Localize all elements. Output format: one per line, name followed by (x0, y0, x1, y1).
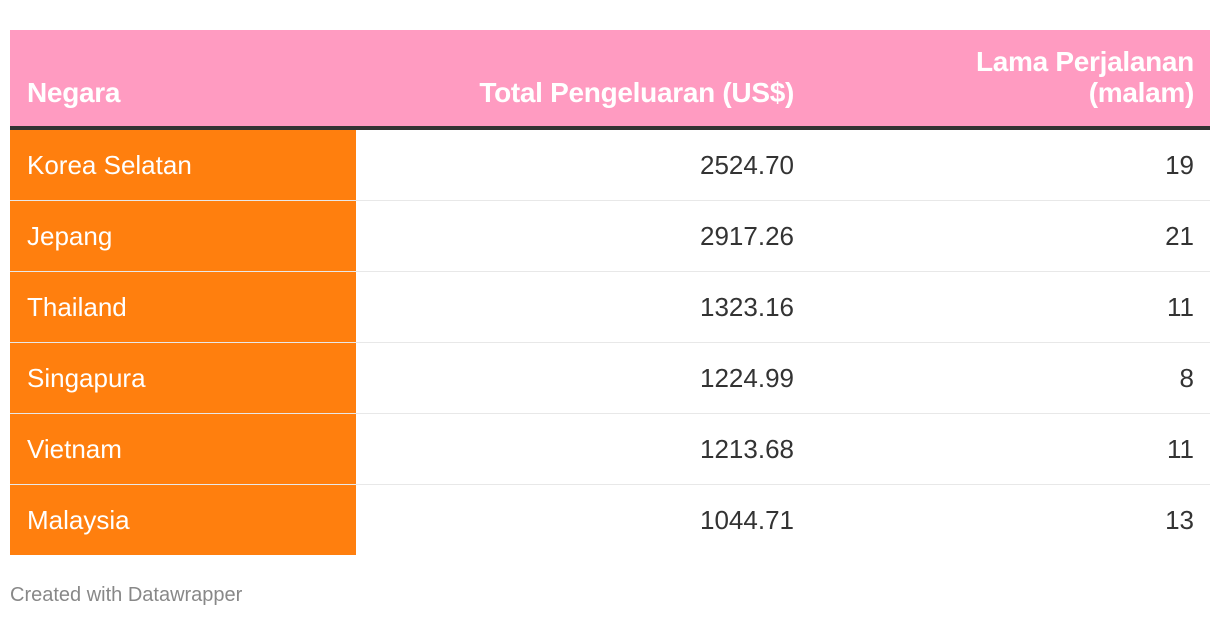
cell-country: Singapura (10, 343, 356, 413)
cell-total-spend: 2524.70 (700, 149, 794, 180)
cell-country: Thailand (10, 272, 356, 342)
cell-country: Vietnam (10, 414, 356, 484)
cell-trip-length: 21 (1165, 220, 1194, 251)
cell-trip-length: 11 (1167, 433, 1194, 464)
table-row: Singapura 1224.99 8 (10, 343, 1210, 414)
header-total-spend: Total Pengeluaran (US$) (479, 77, 794, 108)
cell-country: Malaysia (10, 485, 356, 555)
header-trip-length-line-1: Lama Perjalanan (975, 46, 1194, 77)
table-row: Jepang 2917.26 21 (10, 201, 1210, 272)
table-row: Malaysia 1044.71 13 (10, 485, 1210, 555)
header-trip-length: Lama Perjalanan (malam) (794, 30, 1210, 126)
cell-country: Jepang (10, 201, 356, 271)
credit-footer: Created with Datawrapper (10, 584, 243, 606)
table-header: Negara Total Pengeluaran (US$) Lama Perj… (10, 30, 1210, 130)
cell-trip-length: 8 (1179, 362, 1194, 393)
header-trip-length-line-2: (malam) (1088, 77, 1195, 108)
cell-country: Korea Selatan (10, 130, 356, 200)
cell-total-spend: 2917.26 (700, 220, 794, 251)
cell-trip-length: 19 (1165, 149, 1194, 180)
cell-total-spend: 1224.99 (700, 362, 794, 393)
table-row: Korea Selatan 2524.70 19 (10, 130, 1210, 201)
cell-total-spend: 1044.71 (700, 504, 794, 535)
cell-total-spend: 1323.16 (700, 291, 794, 322)
cell-trip-length: 11 (1167, 291, 1194, 322)
header-country: Negara (27, 77, 121, 108)
cell-total-spend: 1213.68 (700, 433, 794, 464)
table-row: Thailand 1323.16 11 (10, 272, 1210, 343)
cell-trip-length: 13 (1165, 504, 1194, 535)
table-row: Vietnam 1213.68 11 (10, 414, 1210, 485)
table-body: Korea Selatan 2524.70 19 Jepang 2917.26 21 Tha… (10, 130, 1210, 555)
data-table: Negara Total Pengeluaran (US$) Lama Perj… (10, 30, 1210, 555)
